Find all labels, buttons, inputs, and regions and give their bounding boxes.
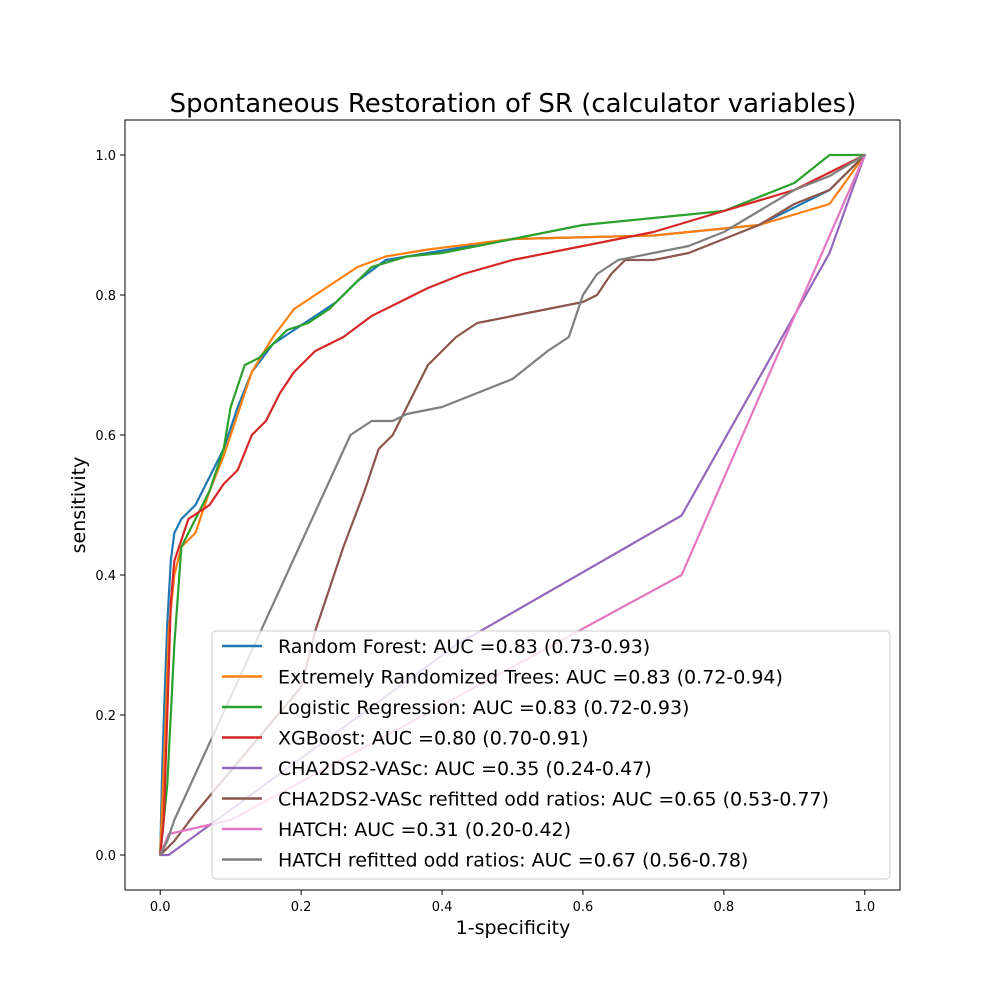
y-axis-label: sensitivity — [68, 457, 90, 554]
x-tick-label: 0.4 — [432, 900, 453, 915]
x-tick-label: 1.0 — [854, 900, 875, 915]
legend-label-7: HATCH: AUC =0.31 (0.20-0.42) — [278, 819, 571, 841]
legend-items: Random Forest: AUC =0.83 (0.73-0.93) Extr… — [222, 636, 829, 872]
legend-box — [211, 630, 891, 880]
series-line-3 — [159, 153, 866, 857]
legend: Random Forest: AUC =0.83 (0.73-0.93) Extr… — [211, 630, 891, 880]
x-tick-label: 0.2 — [291, 900, 312, 915]
legend-label-3: Logistic Regression: AUC =0.83 (0.72-0.9… — [278, 697, 689, 719]
x-tick-label: 0.0 — [150, 900, 171, 915]
legend-label-5: CHA2DS2-VASc: AUC =0.35 (0.24-0.47) — [278, 758, 652, 780]
legend-label-6: CHA2DS2-VASc refitted odd ratios: AUC =0… — [278, 789, 829, 811]
legend-label-8: HATCH refitted odd ratios: AUC =0.67 (0.… — [278, 850, 748, 872]
y-tick-label: 0.8 — [95, 289, 116, 304]
series-line-8 — [159, 153, 866, 857]
x-tick-label: 0.8 — [714, 900, 735, 915]
plot-frame — [124, 119, 901, 891]
chart-title: Spontaneous Restoration of SR (calculato… — [170, 89, 857, 119]
y-tick-label: 0.4 — [95, 569, 116, 584]
series-line-4 — [159, 153, 866, 857]
y-tick-label: 0.0 — [95, 849, 116, 864]
y-tick-label: 0.6 — [95, 429, 116, 444]
y-axis-ticks: 0.0 0.2 0.4 0.6 0.8 1.0 — [95, 149, 125, 864]
legend-label-1: Random Forest: AUC =0.83 (0.73-0.93) — [278, 636, 650, 658]
y-tick-label: 0.2 — [95, 709, 116, 724]
y-tick-label: 1.0 — [95, 149, 116, 164]
series-line-5 — [159, 153, 866, 857]
x-axis-label: 1-specificity — [456, 917, 571, 939]
legend-label-4: XGBoost: AUC =0.80 (0.70-0.91) — [278, 728, 589, 750]
x-tick-label: 0.6 — [573, 900, 594, 915]
legend-label-2: Extremely Randomized Trees: AUC =0.83 (0… — [278, 667, 783, 689]
x-axis-ticks: 0.0 0.2 0.4 0.6 0.8 1.0 — [150, 890, 875, 915]
